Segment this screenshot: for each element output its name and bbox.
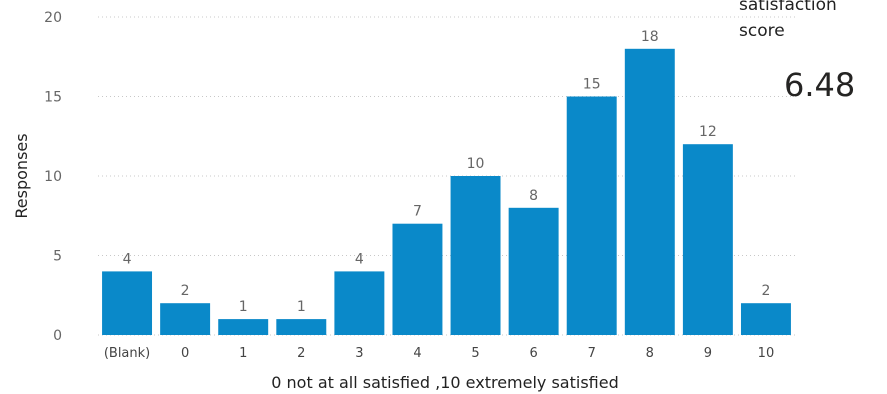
y-axis-title: Responses [12, 133, 31, 218]
x-tick-label: 6 [529, 346, 537, 361]
x-tick-label: 2 [297, 346, 305, 361]
bars [102, 48, 791, 336]
data-label: 4 [355, 251, 364, 267]
data-labels: 4 2 1 1 4 7 10 8 15 18 12 2 [123, 29, 771, 315]
bar[interactable] [740, 303, 791, 335]
data-label: 2 [761, 283, 770, 299]
gridlines [98, 16, 795, 336]
x-tick-label: 7 [588, 346, 596, 361]
y-tick-label: 5 [53, 249, 62, 265]
bar[interactable] [508, 207, 559, 335]
data-label: 2 [181, 283, 190, 299]
data-label: 1 [239, 299, 248, 315]
y-tick-label: 20 [44, 10, 62, 26]
bar[interactable] [450, 176, 501, 335]
bar[interactable] [682, 144, 733, 335]
bar[interactable] [334, 271, 385, 335]
data-label: 12 [699, 124, 717, 140]
x-axis-ticks: (Blank) 0 1 2 3 4 5 6 7 8 9 10 [104, 346, 774, 361]
x-tick-label: 9 [704, 346, 712, 361]
data-label: 7 [413, 204, 422, 220]
bar[interactable] [160, 303, 211, 335]
x-tick-label: 5 [471, 346, 479, 361]
x-axis-title: 0 not at all satisfied ,10 extremely sat… [271, 373, 618, 392]
y-tick-label: 10 [44, 169, 62, 185]
data-label: 4 [123, 251, 132, 267]
data-label: 8 [529, 188, 538, 204]
x-tick-label: 3 [355, 346, 363, 361]
x-tick-label: 0 [181, 346, 189, 361]
bar[interactable] [276, 319, 327, 335]
y-tick-label: 15 [44, 90, 62, 106]
bar[interactable] [102, 271, 153, 335]
data-label: 10 [467, 156, 485, 172]
data-label: 15 [583, 77, 601, 93]
x-tick-label: (Blank) [104, 346, 150, 361]
bar[interactable] [566, 96, 617, 336]
x-tick-label: 4 [413, 346, 421, 361]
bar[interactable] [392, 223, 443, 335]
card-label: satisfaction score [739, 0, 837, 41]
bar[interactable] [218, 319, 269, 335]
x-tick-label: 8 [646, 346, 654, 361]
x-tick-label: 1 [239, 346, 247, 361]
data-label: 18 [641, 29, 659, 45]
bar[interactable] [624, 48, 675, 336]
data-label: 1 [297, 299, 306, 315]
card-value: 6.48 [784, 66, 856, 104]
x-tick-label: 10 [758, 346, 775, 361]
y-axis-ticks: 0 5 10 15 20 [44, 10, 62, 344]
y-tick-label: 0 [53, 328, 62, 344]
